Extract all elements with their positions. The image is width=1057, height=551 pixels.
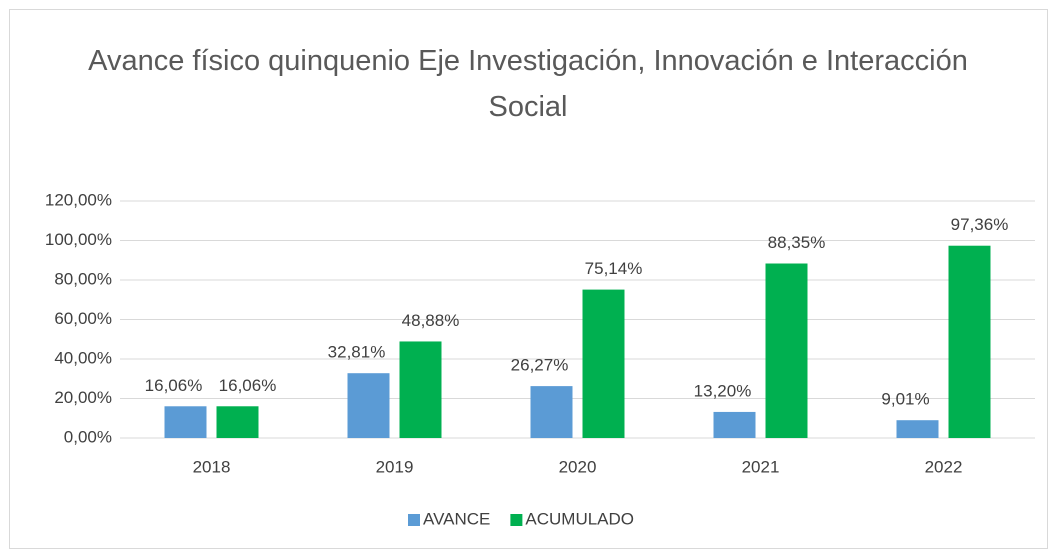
legend-label: AVANCE	[423, 509, 490, 528]
bar	[765, 263, 808, 438]
bar	[713, 411, 756, 438]
data-label: 13,20%	[694, 381, 752, 400]
data-label: 48,88%	[402, 311, 460, 330]
data-label: 26,27%	[511, 356, 569, 375]
y-tick-label: 80,00%	[54, 269, 112, 288]
data-label: 16,06%	[219, 376, 277, 395]
bar	[399, 341, 442, 438]
chart-title: Avance físico quinquenio Eje Investigaci…	[88, 45, 968, 123]
y-tick-label: 20,00%	[54, 388, 112, 407]
x-tick-label: 2018	[193, 457, 231, 476]
data-label: 32,81%	[328, 343, 386, 362]
bar	[896, 420, 939, 438]
data-label: 75,14%	[585, 259, 643, 278]
data-label: 88,35%	[768, 233, 826, 252]
chart-border	[9, 9, 1048, 549]
data-label: 16,06%	[145, 376, 203, 395]
y-tick-label: 0,00%	[64, 427, 112, 446]
bar	[216, 406, 259, 438]
y-tick-label: 120,00%	[45, 190, 112, 209]
bar	[530, 386, 573, 438]
x-tick-label: 2020	[559, 457, 597, 476]
x-tick-label: 2021	[742, 457, 780, 476]
legend-label: ACUMULADO	[525, 509, 634, 528]
bar	[948, 245, 991, 438]
data-label: 97,36%	[951, 215, 1009, 234]
legend-swatch	[510, 514, 523, 526]
bar	[582, 289, 625, 438]
y-tick-label: 100,00%	[45, 230, 112, 249]
x-tick-label: 2019	[376, 457, 414, 476]
data-label: 9,01%	[881, 390, 929, 409]
legend-swatch	[408, 514, 420, 526]
bar	[164, 406, 207, 438]
y-tick-label: 60,00%	[54, 309, 112, 328]
x-tick-label: 2022	[925, 457, 963, 476]
y-tick-label: 40,00%	[54, 348, 112, 367]
bar	[347, 373, 390, 438]
